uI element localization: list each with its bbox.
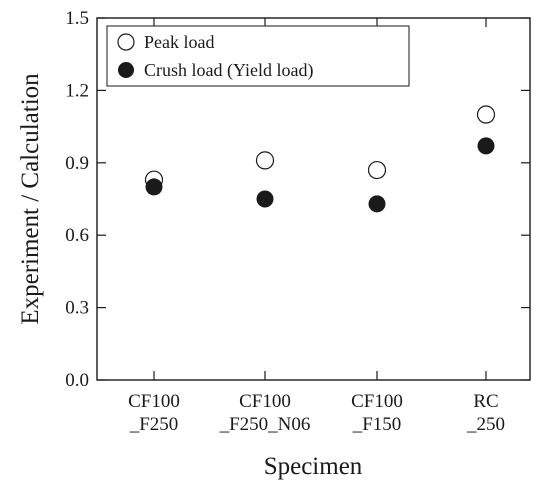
y-axis-title: Experiment / Calculation bbox=[17, 73, 44, 325]
crush-load-point bbox=[256, 190, 274, 208]
legend-label-peak-load: Peak load bbox=[144, 32, 214, 52]
legend-marker-peak-load bbox=[117, 33, 135, 51]
x-axis-ticks: CF100 _F250 CF100 _F250_N06 CF100 _F150 RC _250 bbox=[128, 18, 505, 435]
legend-box bbox=[106, 25, 410, 87]
y-axis-ticks: 0.0 0.3 0.6 0.9 1.2 1.5 bbox=[65, 8, 530, 391]
legend: Peak load Crush load (Yield load) bbox=[106, 25, 410, 87]
crush-load-point bbox=[477, 137, 495, 155]
y-tick-label: 0.3 bbox=[65, 298, 89, 319]
data-points bbox=[144, 105, 496, 213]
y-tick-label: 0.0 bbox=[65, 370, 89, 391]
peak-load-point bbox=[255, 151, 275, 170]
crush-load-point bbox=[368, 195, 386, 213]
y-tick-label: 0.6 bbox=[65, 225, 89, 246]
peak-load-point bbox=[476, 105, 496, 124]
legend-marker-crush-load bbox=[118, 62, 134, 78]
x-category-label: CF100 _F250 bbox=[128, 391, 180, 435]
x-category-label: RC _250 bbox=[466, 391, 505, 435]
legend-label-crush-load: Crush load (Yield load) bbox=[144, 60, 313, 81]
x-category-label: CF100 _F150 bbox=[351, 391, 403, 435]
y-tick-label: 0.9 bbox=[65, 153, 89, 174]
peak-load-point bbox=[367, 160, 387, 180]
y-tick-label: 1.5 bbox=[65, 8, 89, 29]
plot-frame bbox=[96, 17, 531, 381]
x-axis-title: Specimen bbox=[264, 453, 363, 480]
crush-load-point bbox=[145, 178, 163, 196]
y-tick-label: 1.2 bbox=[65, 80, 89, 101]
x-category-label: CF100 _F250_N06 bbox=[219, 391, 311, 435]
